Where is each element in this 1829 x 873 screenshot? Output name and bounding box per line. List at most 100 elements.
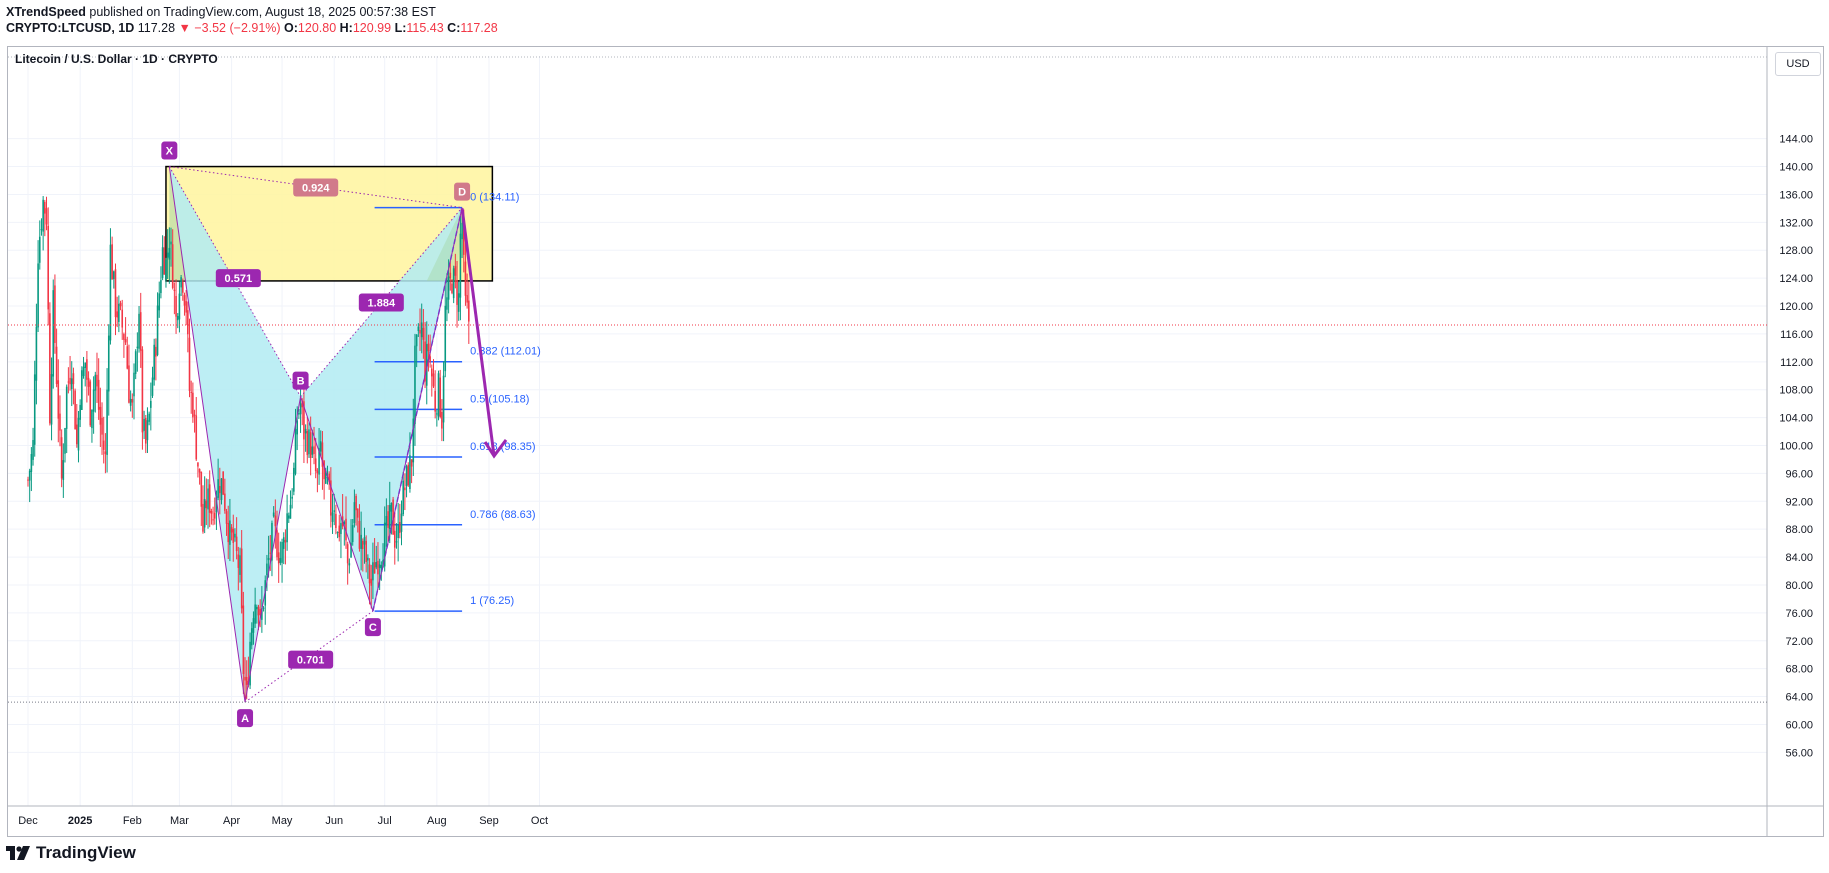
- candle-body: [33, 374, 36, 445]
- y-tick-label: 112.00: [1780, 357, 1813, 369]
- x-tick-label: Oct: [531, 815, 548, 827]
- candle-body: [298, 413, 300, 415]
- high-value: 120.99: [352, 21, 392, 35]
- candle-body: [91, 409, 93, 429]
- harmonic-leg: [372, 207, 463, 612]
- candle-body: [451, 283, 453, 293]
- candle-body: [133, 372, 135, 397]
- candle-body: [27, 479, 29, 481]
- candle-body: [144, 418, 147, 444]
- candle-body: [321, 442, 324, 467]
- candle-body: [42, 199, 44, 232]
- low-label: L:: [394, 21, 407, 35]
- candle-body: [372, 562, 374, 581]
- candle-body: [212, 519, 214, 521]
- candle-body: [101, 417, 103, 435]
- candle-body: [160, 280, 162, 294]
- candle-body: [197, 462, 199, 467]
- chart-frame[interactable]: [7, 46, 1824, 837]
- tradingview-logo[interactable]: TradingView: [6, 843, 136, 863]
- ratio-label-bg: [288, 650, 334, 669]
- candle-body: [373, 562, 376, 574]
- candle-body: [126, 346, 129, 369]
- candle-body: [205, 500, 208, 509]
- candle-body: [387, 511, 389, 528]
- point-label-a: A: [241, 713, 249, 725]
- author-name[interactable]: XTrendSpeed: [6, 5, 86, 19]
- candle-body: [454, 266, 457, 276]
- candle-body: [355, 495, 357, 511]
- candle-body: [118, 303, 120, 322]
- y-tick-label: 124.00: [1779, 273, 1813, 285]
- candle-body: [104, 451, 107, 455]
- candle-body: [375, 561, 378, 568]
- candle-body: [303, 401, 305, 440]
- candle-body: [356, 508, 359, 518]
- candle-body: [262, 607, 265, 609]
- candle-body: [301, 400, 304, 408]
- candle-body: [67, 381, 70, 383]
- candle-body: [92, 389, 95, 412]
- candle-body: [257, 606, 260, 616]
- candle-body: [84, 362, 87, 368]
- candle-body: [75, 424, 78, 445]
- harmonic-xab-fill: [169, 166, 301, 703]
- symbol-label: CRYPTO:LTCUSD, 1D: [6, 21, 135, 35]
- currency-button[interactable]: USD: [1775, 52, 1821, 76]
- candle-body: [466, 295, 468, 303]
- candle-body: [141, 349, 144, 433]
- candle-body: [57, 380, 60, 419]
- candle-body: [449, 272, 452, 279]
- candle-body: [50, 374, 53, 425]
- candle-body: [390, 503, 393, 512]
- candle-body: [442, 375, 445, 423]
- candle-body: [331, 512, 334, 522]
- candle-body: [134, 351, 137, 374]
- harmonic-leg: [168, 166, 246, 703]
- candle-body: [64, 428, 66, 454]
- candle-body: [49, 313, 51, 424]
- candle-body: [318, 448, 320, 475]
- candle-body: [424, 341, 426, 382]
- candle-body: [200, 471, 203, 507]
- candle-body: [299, 403, 302, 415]
- candle-body: [158, 293, 161, 311]
- forecast-arrowhead: [483, 439, 508, 459]
- candle-body: [72, 373, 75, 385]
- candle-body: [175, 295, 177, 317]
- logo-text: TradingView: [36, 843, 136, 862]
- y-tick-label: 92.00: [1785, 496, 1813, 508]
- candle-body: [429, 356, 431, 362]
- candle-body: [219, 485, 221, 494]
- candle-body: [266, 563, 268, 576]
- candle-body: [165, 260, 167, 281]
- candle-body: [351, 525, 354, 543]
- candle-body: [397, 525, 399, 539]
- candle-body: [74, 390, 76, 430]
- candle-body: [192, 392, 194, 418]
- candle-body: [59, 413, 61, 431]
- candle-body: [345, 518, 347, 541]
- candle-body: [468, 300, 470, 322]
- candle-body: [136, 346, 139, 349]
- candle-body: [383, 522, 386, 567]
- candle-body: [65, 386, 68, 429]
- candle-body: [439, 377, 442, 417]
- y-tick-label: 56.00: [1785, 747, 1813, 759]
- y-tick-label: 68.00: [1785, 664, 1813, 676]
- candle-body: [425, 344, 428, 386]
- candle-body: [306, 431, 309, 456]
- candle-body: [107, 335, 110, 392]
- candle-body: [198, 469, 201, 473]
- x-tick-label: Dec: [18, 815, 38, 827]
- candle-body: [289, 504, 292, 519]
- candle-body: [252, 618, 255, 633]
- candle-body: [309, 432, 312, 459]
- candle-body: [227, 522, 230, 543]
- y-tick-label: 132.00: [1779, 217, 1813, 229]
- candle-body: [234, 533, 236, 538]
- candle-body: [456, 280, 458, 305]
- y-tick-label: 80.00: [1785, 580, 1813, 592]
- candle-body: [281, 541, 283, 563]
